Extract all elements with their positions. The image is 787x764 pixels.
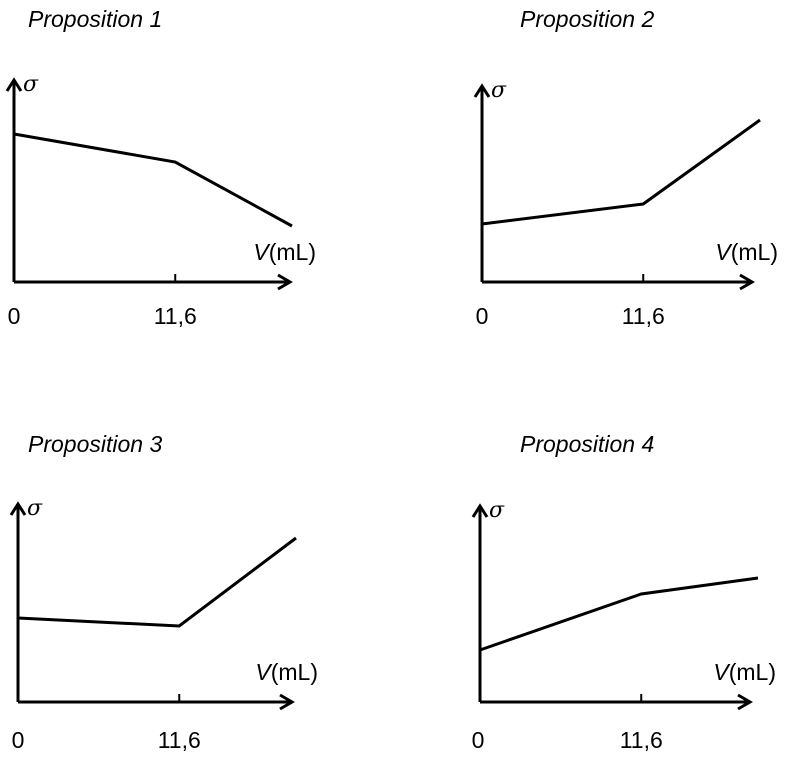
x-axis-label: V(mL) <box>715 239 778 265</box>
y-axis-arrowhead <box>471 503 489 518</box>
chart-title: Proposition 4 <box>520 431 654 457</box>
series-line <box>479 576 759 652</box>
y-axis-label: σ <box>491 78 507 103</box>
x-axis-arrowhead <box>739 273 755 291</box>
x-axis-arrowhead <box>737 693 753 711</box>
y-axis-label: σ <box>23 72 39 97</box>
series-line <box>13 132 293 228</box>
y-axis-arrowhead <box>9 501 27 516</box>
x-axis-label: V(mL) <box>713 659 776 685</box>
x-axis-arrowhead <box>279 693 295 711</box>
x-tick-label: 0 <box>476 303 489 329</box>
series-line <box>17 536 297 628</box>
x-tick-label: 11,6 <box>622 303 665 329</box>
series-line <box>481 118 761 226</box>
x-tick-label: 11,6 <box>154 303 197 329</box>
chart-title: Proposition 2 <box>520 6 654 32</box>
chart-panel-4: Proposition 4 σ V(mL) 0 11,6 <box>472 431 776 753</box>
chart-title: Proposition 1 <box>28 6 162 32</box>
y-axis-label: σ <box>489 498 505 523</box>
x-axis-arrowhead <box>277 273 293 291</box>
x-tick-label: 0 <box>472 727 485 753</box>
y-axis-arrowhead <box>473 83 491 98</box>
x-axis-label: V(mL) <box>255 659 318 685</box>
chart-title: Proposition 3 <box>28 431 162 457</box>
x-axis-label: V(mL) <box>253 239 316 265</box>
chart-panel-2: Proposition 2 σ V(mL) 0 11,6 <box>473 6 778 329</box>
chart-panel-1: Proposition 1 σ V(mL) 0 11,6 <box>5 6 316 329</box>
y-axis-arrowhead <box>5 77 23 92</box>
y-axis-label: σ <box>27 496 43 521</box>
x-tick-label: 11,6 <box>620 727 663 753</box>
x-tick-label: 0 <box>8 303 21 329</box>
x-tick-label: 11,6 <box>158 727 201 753</box>
x-tick-label: 0 <box>12 727 25 753</box>
chart-panel-3: Proposition 3 σ V(mL) 0 11,6 <box>9 431 318 753</box>
